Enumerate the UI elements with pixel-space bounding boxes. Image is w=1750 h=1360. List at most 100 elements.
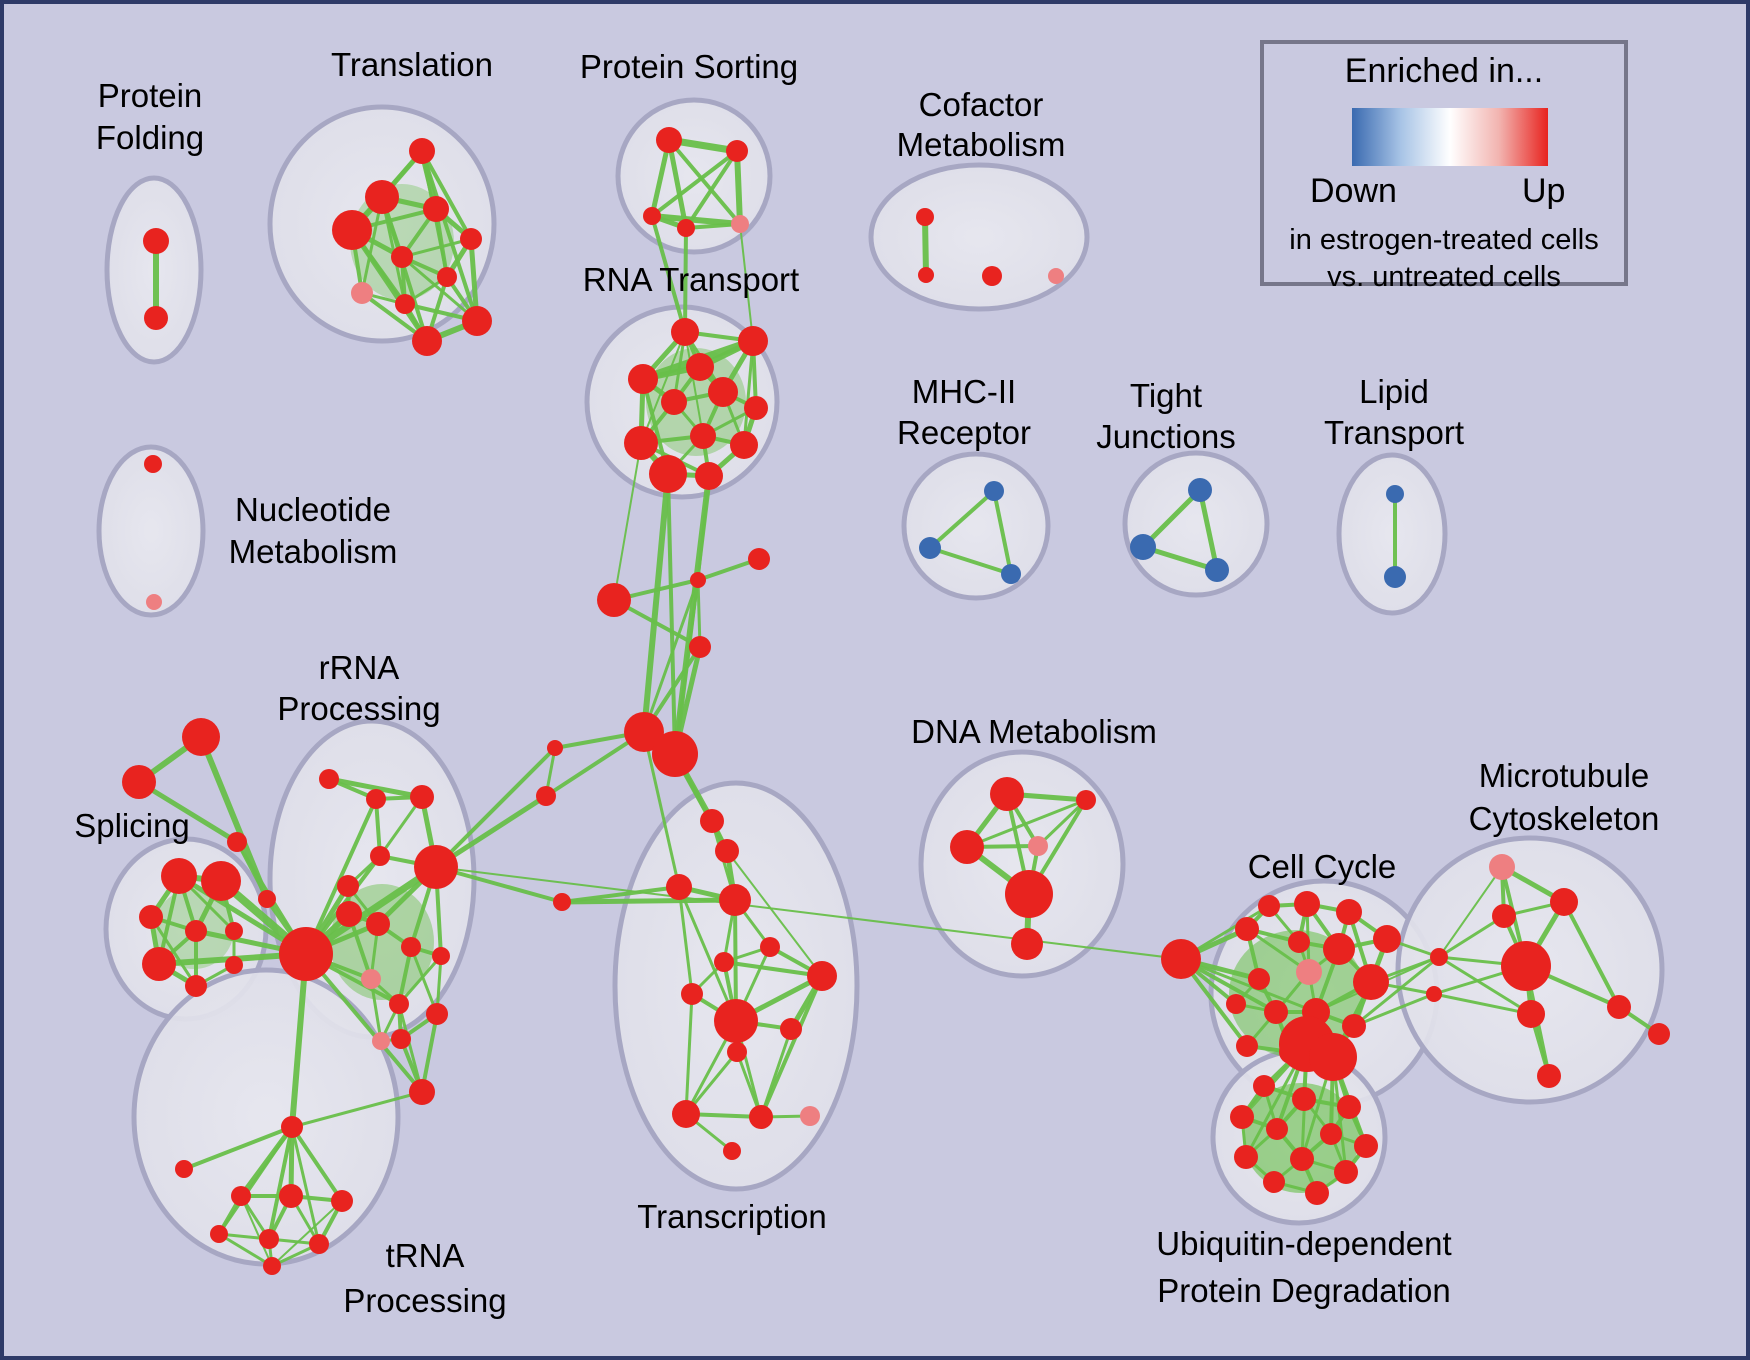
gene-set-node[interactable] xyxy=(1323,933,1355,965)
gene-set-node[interactable] xyxy=(146,594,162,610)
gene-set-node[interactable] xyxy=(361,969,381,989)
gene-set-node[interactable] xyxy=(1205,558,1229,582)
gene-set-node[interactable] xyxy=(723,1142,741,1160)
gene-set-node[interactable] xyxy=(666,874,692,900)
gene-set-node[interactable] xyxy=(409,1079,435,1105)
gene-set-node[interactable] xyxy=(727,1042,747,1062)
gene-set-node[interactable] xyxy=(597,583,631,617)
gene-set-node[interactable] xyxy=(309,1234,329,1254)
gene-set-node[interactable] xyxy=(672,1100,700,1128)
gene-set-node[interactable] xyxy=(643,207,661,225)
gene-set-node[interactable] xyxy=(332,210,372,250)
gene-set-node[interactable] xyxy=(715,839,739,863)
gene-set-node[interactable] xyxy=(1492,904,1516,928)
gene-set-node[interactable] xyxy=(695,462,723,490)
gene-set-node[interactable] xyxy=(319,769,339,789)
gene-set-node[interactable] xyxy=(175,1160,193,1178)
gene-set-node[interactable] xyxy=(749,1105,773,1129)
gene-set-node[interactable] xyxy=(210,1225,228,1243)
gene-set-node[interactable] xyxy=(748,548,770,570)
gene-set-node[interactable] xyxy=(1234,1145,1258,1169)
gene-set-node[interactable] xyxy=(661,389,687,415)
gene-set-node[interactable] xyxy=(1253,1075,1275,1097)
gene-set-node[interactable] xyxy=(1266,1118,1288,1140)
gene-set-node[interactable] xyxy=(689,636,711,658)
gene-set-node[interactable] xyxy=(426,1003,448,1025)
gene-set-node[interactable] xyxy=(1290,1147,1314,1171)
gene-set-node[interactable] xyxy=(708,377,738,407)
gene-set-node[interactable] xyxy=(462,306,492,336)
gene-set-node[interactable] xyxy=(1648,1023,1670,1045)
gene-set-node[interactable] xyxy=(423,196,449,222)
gene-set-node[interactable] xyxy=(1373,925,1401,953)
gene-set-node[interactable] xyxy=(1336,899,1362,925)
gene-set-node[interactable] xyxy=(412,326,442,356)
gene-set-node[interactable] xyxy=(1161,939,1201,979)
gene-set-node[interactable] xyxy=(409,138,435,164)
gene-set-node[interactable] xyxy=(1537,1064,1561,1088)
gene-set-node[interactable] xyxy=(143,228,169,254)
gene-set-node[interactable] xyxy=(1517,1000,1545,1028)
gene-set-node[interactable] xyxy=(1076,790,1096,810)
gene-set-node[interactable] xyxy=(1264,1000,1288,1024)
gene-set-node[interactable] xyxy=(391,246,413,268)
gene-set-node[interactable] xyxy=(279,1184,303,1208)
gene-set-node[interactable] xyxy=(714,999,758,1043)
gene-set-node[interactable] xyxy=(1235,917,1259,941)
gene-set-node[interactable] xyxy=(700,809,724,833)
gene-set-node[interactable] xyxy=(760,937,780,957)
gene-set-node[interactable] xyxy=(227,832,247,852)
gene-set-node[interactable] xyxy=(719,884,751,916)
gene-set-node[interactable] xyxy=(144,455,162,473)
gene-set-node[interactable] xyxy=(1048,268,1064,284)
gene-set-node[interactable] xyxy=(432,947,450,965)
gene-set-node[interactable] xyxy=(950,830,984,864)
gene-set-node[interactable] xyxy=(1550,888,1578,916)
gene-set-node[interactable] xyxy=(366,912,390,936)
gene-set-node[interactable] xyxy=(1501,941,1551,991)
gene-set-node[interactable] xyxy=(690,423,716,449)
gene-set-node[interactable] xyxy=(1426,986,1442,1002)
gene-set-node[interactable] xyxy=(185,975,207,997)
gene-set-node[interactable] xyxy=(1384,566,1406,588)
gene-set-node[interactable] xyxy=(401,937,421,957)
gene-set-node[interactable] xyxy=(714,952,734,972)
gene-set-node[interactable] xyxy=(1263,1171,1285,1193)
gene-set-node[interactable] xyxy=(258,890,276,908)
gene-set-node[interactable] xyxy=(681,983,703,1005)
gene-set-node[interactable] xyxy=(460,228,482,250)
gene-set-node[interactable] xyxy=(1334,1160,1358,1184)
gene-set-node[interactable] xyxy=(366,789,386,809)
gene-set-node[interactable] xyxy=(916,208,934,226)
gene-set-node[interactable] xyxy=(1294,891,1320,917)
gene-set-node[interactable] xyxy=(553,893,571,911)
gene-set-node[interactable] xyxy=(1258,895,1280,917)
gene-set-node[interactable] xyxy=(281,1116,303,1138)
gene-set-node[interactable] xyxy=(122,765,156,799)
gene-set-node[interactable] xyxy=(201,861,241,901)
gene-set-node[interactable] xyxy=(1248,968,1270,990)
gene-set-node[interactable] xyxy=(391,1029,411,1049)
gene-set-node[interactable] xyxy=(671,318,699,346)
gene-set-node[interactable] xyxy=(231,1186,251,1206)
gene-set-node[interactable] xyxy=(1130,534,1156,560)
gene-set-node[interactable] xyxy=(1337,1095,1361,1119)
gene-set-node[interactable] xyxy=(370,846,390,866)
gene-set-node[interactable] xyxy=(182,718,220,756)
gene-set-node[interactable] xyxy=(1342,1014,1366,1038)
gene-set-node[interactable] xyxy=(649,455,687,493)
gene-set-node[interactable] xyxy=(225,922,243,940)
gene-set-node[interactable] xyxy=(1288,931,1310,953)
gene-set-node[interactable] xyxy=(918,267,934,283)
gene-set-node[interactable] xyxy=(144,306,168,330)
gene-set-node[interactable] xyxy=(1230,1105,1254,1129)
gene-set-node[interactable] xyxy=(1353,964,1389,1000)
gene-set-node[interactable] xyxy=(1296,959,1322,985)
gene-set-node[interactable] xyxy=(414,845,458,889)
gene-set-node[interactable] xyxy=(1489,854,1515,880)
gene-set-node[interactable] xyxy=(984,481,1004,501)
gene-set-node[interactable] xyxy=(437,267,457,287)
gene-set-node[interactable] xyxy=(161,858,197,894)
gene-set-node[interactable] xyxy=(259,1229,279,1249)
gene-set-node[interactable] xyxy=(686,353,714,381)
